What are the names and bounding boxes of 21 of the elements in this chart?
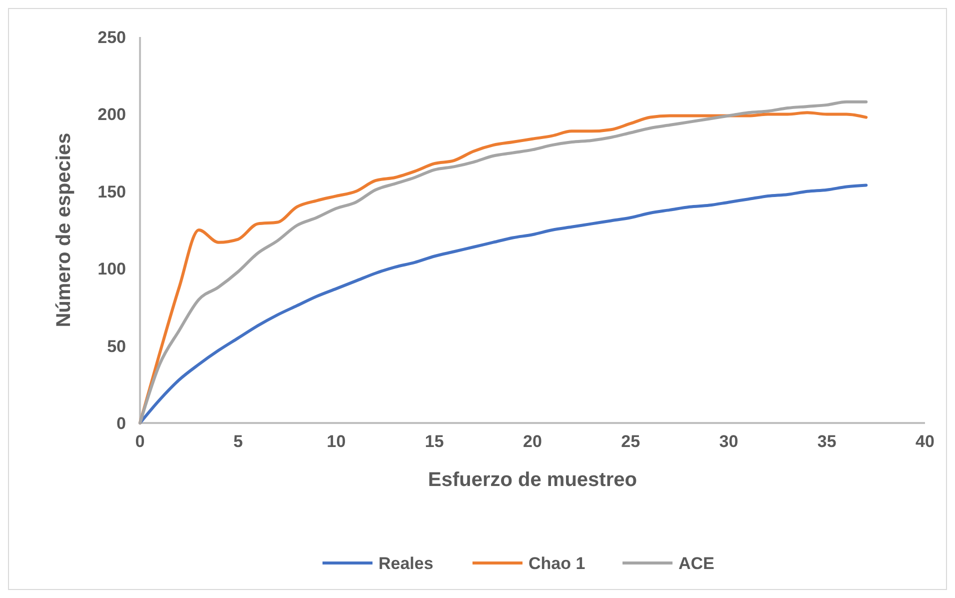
legend-label: ACE xyxy=(678,554,714,573)
y-tick-label: 0 xyxy=(116,414,126,433)
y-tick-label: 100 xyxy=(98,260,126,279)
x-axis-title: Esfuerzo de muestreo xyxy=(428,469,637,491)
x-tick-label: 10 xyxy=(326,432,346,451)
legend-label: Reales xyxy=(378,554,434,573)
legend-label: Chao 1 xyxy=(528,554,586,573)
y-axis-title: Número de especies xyxy=(53,132,75,328)
x-tick-label: 30 xyxy=(719,432,738,451)
x-tick-label: 20 xyxy=(523,432,542,451)
x-tick-label: 0 xyxy=(135,432,145,451)
x-tick-label: 15 xyxy=(424,432,444,451)
y-tick-label: 50 xyxy=(107,336,126,356)
y-tick-label: 150 xyxy=(98,182,126,202)
x-tick-label: 25 xyxy=(621,432,640,451)
line-series xyxy=(138,184,868,424)
x-tick-label: 40 xyxy=(916,432,934,451)
y-tick-label: 200 xyxy=(98,105,126,124)
x-tick-label: 35 xyxy=(817,432,836,451)
y-tick-label: 250 xyxy=(98,28,126,47)
x-tick-label: 5 xyxy=(233,432,243,451)
